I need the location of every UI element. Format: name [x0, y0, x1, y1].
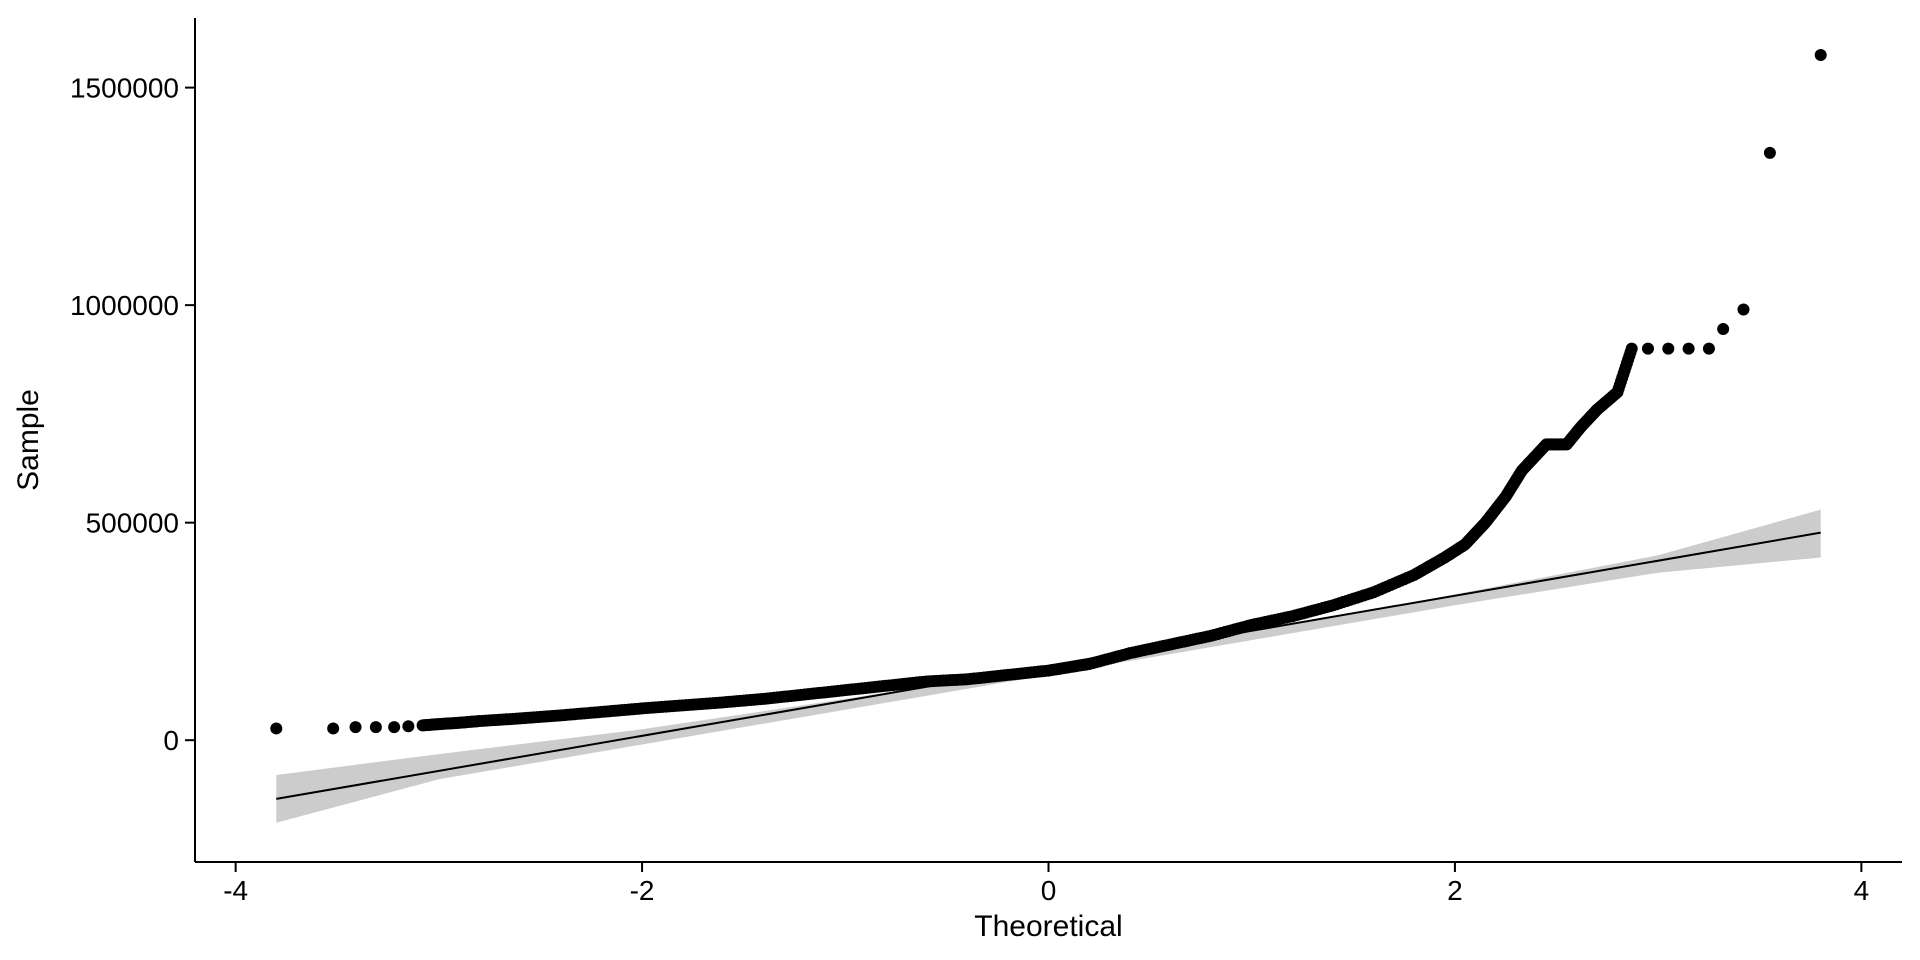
sample-point	[388, 721, 401, 734]
x-tick-label: 4	[1854, 875, 1870, 906]
sample-point	[1737, 303, 1750, 316]
x-tick-label: 2	[1447, 875, 1463, 906]
y-tick-label: 500000	[86, 508, 179, 539]
sample-point	[1641, 342, 1654, 355]
sample-point	[369, 721, 382, 734]
sample-point	[1625, 342, 1638, 355]
sample-point	[1682, 342, 1695, 355]
y-axis-title: Sample	[12, 389, 45, 491]
y-tick-label: 1500000	[70, 73, 179, 104]
x-tick-label: -2	[630, 875, 655, 906]
sample-point	[327, 722, 340, 735]
y-tick-label: 1000000	[70, 290, 179, 321]
sample-point	[1763, 146, 1776, 159]
sample-point	[349, 721, 362, 734]
sample-points	[270, 48, 1827, 735]
x-axis-title: Theoretical	[974, 910, 1122, 943]
sample-point	[1662, 342, 1675, 355]
x-axis-ticks: -4 -2 0 2 4	[223, 862, 1869, 906]
sample-point	[402, 720, 415, 733]
sample-point	[1717, 323, 1730, 336]
sample-point	[1814, 48, 1827, 61]
x-tick-label: -4	[223, 875, 248, 906]
x-tick-label: 0	[1041, 875, 1057, 906]
sample-point	[1702, 342, 1715, 355]
y-tick-label: 0	[163, 725, 179, 756]
y-axis-ticks: 0 500000 1000000 1500000	[70, 73, 195, 756]
sample-point	[270, 722, 283, 735]
